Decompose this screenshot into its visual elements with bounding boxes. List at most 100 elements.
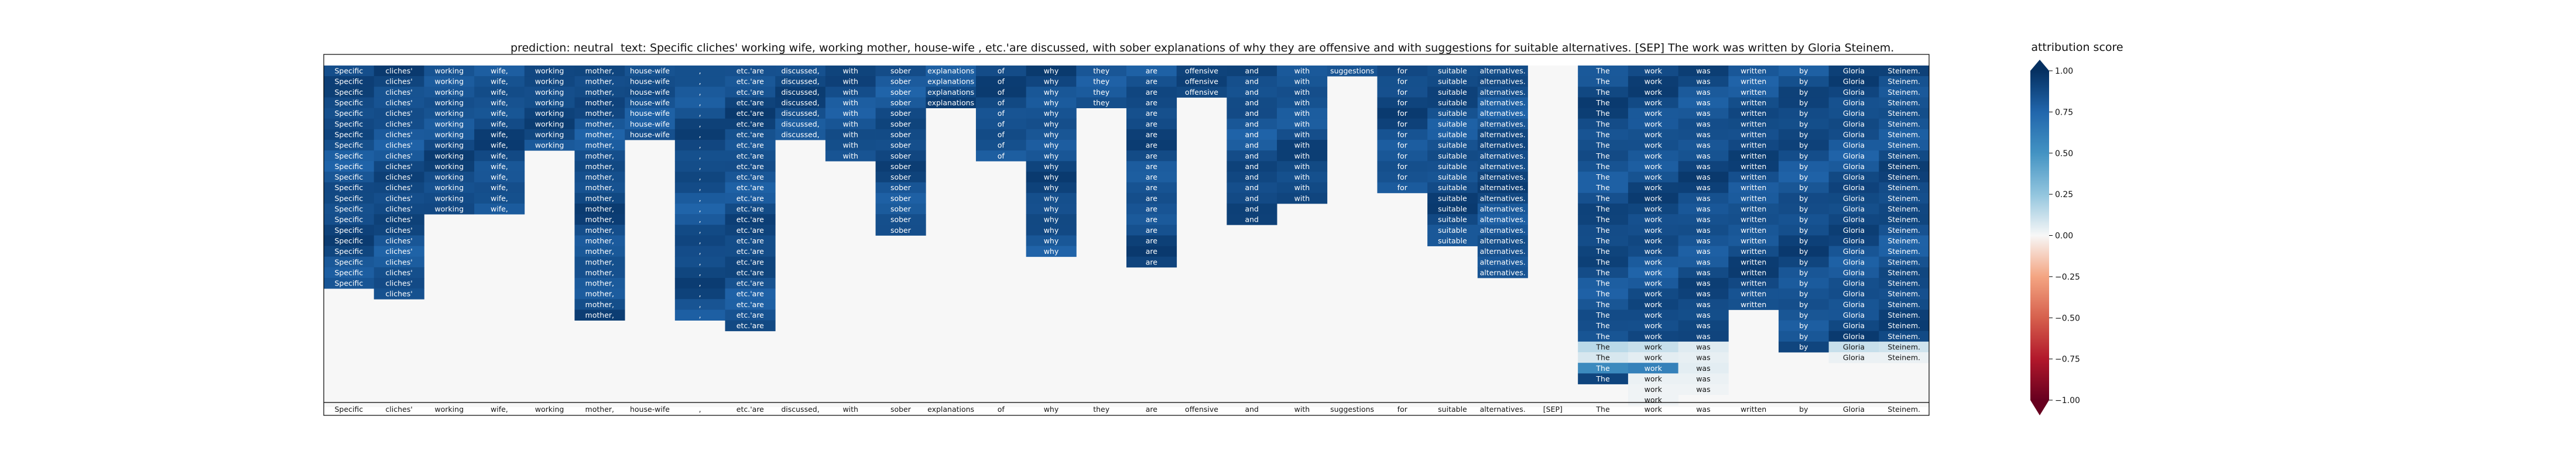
heatmap-cell-label: with [1294,109,1310,118]
heatmap-cell: etc.'are [725,150,776,161]
heatmap-cell-label: wife, [491,88,508,97]
heatmap-cell: cliches' [374,140,424,151]
heatmap-cell: discussed, [775,129,826,140]
heatmap-cell-label: alternatives. [1480,88,1526,97]
heatmap-cell-rect [1026,235,1077,246]
heatmap-cell: work [1628,150,1678,161]
heatmap-cell: of [975,108,1027,119]
heatmap-cell: Steinem. [1879,129,1930,140]
heatmap-cell: written [1728,225,1779,236]
heatmap-cell: of [975,97,1027,108]
heatmap-cell-label: was [1696,374,1710,383]
heatmap-cell-label: cliches' [385,257,412,266]
heatmap-cell-label: cliches' [385,183,412,192]
heatmap-cell: was [1678,288,1729,300]
heatmap-cell-rect [1678,108,1729,119]
heatmap-cell-rect [875,140,926,151]
heatmap-cell-label: Specific [335,109,364,118]
heatmap-cell-label: , [699,215,701,224]
heatmap-cell-rect [1678,246,1729,257]
heatmap-cell-label: cliches' [385,247,412,256]
heatmap-cell-label: , [699,311,701,319]
heatmap-cell: written [1728,256,1779,268]
heatmap-cell-label: The [1595,247,1610,256]
heatmap-cell-rect [1578,331,1629,342]
heatmap-cell-label: Steinem. [1888,321,1920,330]
heatmap-cell-label: wife, [491,152,508,160]
heatmap-cell-label: etc.'are [737,257,764,266]
heatmap-cell-label: Specific [335,257,364,266]
heatmap-cell: was [1678,320,1729,332]
heatmap-cell: was [1678,363,1729,374]
heatmap-cell-rect [374,140,424,151]
heatmap-cell-label: Gloria [1843,226,1865,235]
heatmap-cell-rect [926,76,977,87]
heatmap-cell: with [1277,140,1328,151]
heatmap-cell-label: are [1146,119,1158,128]
heatmap-cell-rect [674,76,725,87]
heatmap-cell: sober [875,140,926,151]
heatmap-cell: , [674,161,725,172]
heatmap-cell-rect [1076,66,1127,77]
heatmap-cell: are [1126,246,1177,257]
heatmap-cell-label: and [1245,205,1259,214]
heatmap-cell: work [1628,76,1678,87]
heatmap-cell-label: was [1696,141,1710,150]
heatmap-cell-label: written [1741,88,1766,97]
heatmap-cell-label: was [1696,332,1710,340]
heatmap-cell-label: , [699,88,701,97]
heatmap-cell-label: by [1799,215,1808,224]
heatmap-cell: of [975,76,1027,87]
heatmap-cell: wife, [474,182,525,194]
heatmap-cell-rect [1678,384,1729,395]
colorbar-tick-label: 0.25 [2055,190,2073,199]
heatmap-cell-rect [324,256,375,268]
heatmap-cell-rect [1879,288,1930,300]
heatmap-cell: wife, [474,171,525,183]
heatmap-cell: was [1678,97,1729,108]
heatmap-cell-rect [975,76,1027,87]
heatmap-cell: wife, [474,192,525,204]
heatmap-cell: mother, [574,182,625,194]
heatmap-cell-label: cliches' [385,268,412,277]
heatmap-cell-rect [1227,97,1277,108]
heatmap-cell-rect [474,66,525,77]
heatmap-cell-rect [1778,246,1830,257]
heatmap-cell-rect [374,225,424,236]
heatmap-cell-rect [1828,76,1879,87]
heatmap-cell: Steinem. [1879,203,1930,215]
heatmap-cell-label: written [1741,215,1766,224]
heatmap-cell-label: written [1741,194,1766,202]
heatmap-cell-label: suitable [1438,77,1467,86]
heatmap-cell-label: by [1799,279,1808,288]
heatmap-cell-rect [1026,97,1077,108]
heatmap-cell: Gloria [1828,214,1879,225]
heatmap-cell: Specific [324,161,375,172]
heatmap-cell-rect [574,256,625,268]
heatmap-cell: Gloria [1828,246,1879,257]
heatmap-cell-label: with [1294,67,1310,75]
heatmap-cell-rect [1026,129,1077,140]
heatmap-cell-label: etc.'are [737,141,764,150]
heatmap-cell-rect [625,76,676,87]
heatmap-cell: work [1628,299,1678,310]
heatmap-cell-rect [1778,309,1830,321]
heatmap-cell: for [1377,108,1428,119]
heatmap-cell-label: for [1397,152,1408,160]
heatmap-cell: with [1277,129,1328,140]
heatmap-cell-rect [424,108,475,119]
heatmap-cell-label: cliches' [385,141,412,150]
heatmap-cell-label: and [1245,162,1259,171]
heatmap-cell-label: , [699,98,701,107]
heatmap-cell-rect [1778,108,1830,119]
heatmap-cell-label: mother, [585,215,614,224]
heatmap-cell-rect [1427,140,1478,151]
heatmap-cell: by [1778,288,1830,300]
heatmap-cell-rect [1628,373,1678,384]
heatmap-cell-label: etc.'are [737,130,764,139]
heatmap-cell: The [1578,97,1629,108]
heatmap-cell-rect [324,192,375,204]
heatmap-cell-label: with [1294,141,1310,150]
heatmap-cell: wife, [474,87,525,98]
heatmap-cell-rect [574,267,625,278]
